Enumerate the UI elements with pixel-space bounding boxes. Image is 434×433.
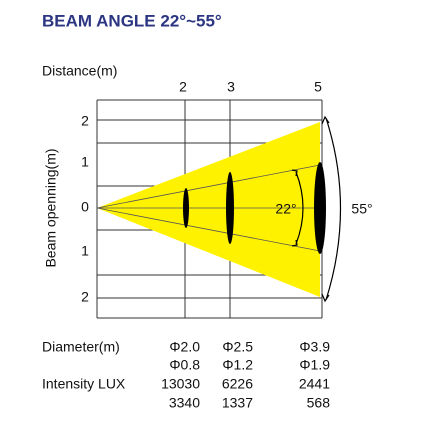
distance: 3 <box>227 79 235 95</box>
inner-arc <box>295 171 304 245</box>
cell: Φ1.2 <box>222 357 253 373</box>
spot <box>314 162 326 254</box>
cell: 2441 <box>299 376 330 392</box>
inner-beam-edge <box>96 164 321 209</box>
distance-label: Distance(m) <box>42 63 117 79</box>
cell: 568 <box>307 395 331 411</box>
inner-beam-edge <box>96 207 321 252</box>
cell: Φ2.0 <box>169 339 200 355</box>
opening-label: Beam openning(m) <box>43 148 59 267</box>
distance: 2 <box>179 79 187 95</box>
table: Diameter(m) Φ2.0 Φ2.5 Φ3.9 Φ0.8 Φ1.2 Φ1.… <box>42 339 330 411</box>
inner-angle: 22° <box>275 201 296 217</box>
cell: Φ1.9 <box>299 357 330 373</box>
row-label: Diameter(m) <box>42 339 120 355</box>
outer-beam <box>97 122 320 297</box>
opening-tick: 1 <box>81 243 89 259</box>
arrowheads <box>291 169 298 247</box>
cell: 3340 <box>169 395 200 411</box>
opening-tick: 1 <box>81 154 89 170</box>
distance: 5 <box>314 79 322 95</box>
title: BEAM ANGLE 22°~55° <box>42 11 222 30</box>
cell: Φ3.9 <box>299 339 330 355</box>
outer-arc <box>325 117 342 301</box>
opening-tick: 2 <box>81 289 89 305</box>
outer-angle: 55° <box>351 201 372 217</box>
opening-tick: 0 <box>81 199 89 215</box>
cell: 1337 <box>222 395 253 411</box>
cell: Φ0.8 <box>169 357 200 373</box>
row-label: Intensity LUX <box>42 376 126 392</box>
cell: 13030 <box>161 376 200 392</box>
cell: Φ2.5 <box>222 339 253 355</box>
spot <box>226 172 234 244</box>
cell: 6226 <box>222 376 253 392</box>
arrowheads <box>321 115 330 303</box>
opening-tick: 2 <box>81 113 89 129</box>
spot <box>183 188 189 228</box>
